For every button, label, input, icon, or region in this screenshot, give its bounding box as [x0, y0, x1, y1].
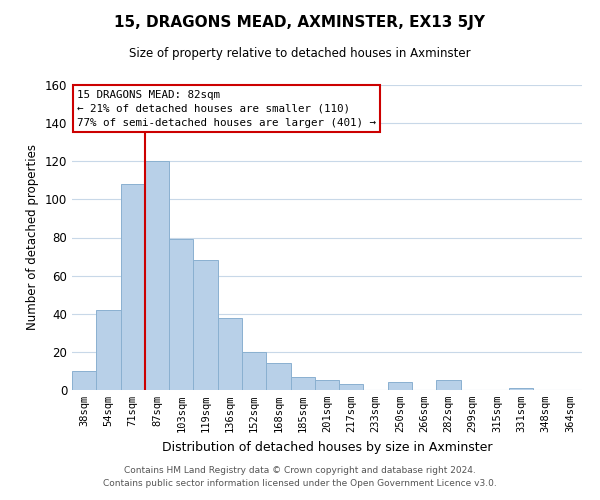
Bar [72, 371, 96, 390]
Bar [121, 184, 145, 390]
Text: Contains HM Land Registry data © Crown copyright and database right 2024.
Contai: Contains HM Land Registry data © Crown c… [103, 466, 497, 487]
Bar [266, 364, 290, 390]
Bar [388, 382, 412, 390]
Text: 15, DRAGONS MEAD, AXMINSTER, EX13 5JY: 15, DRAGONS MEAD, AXMINSTER, EX13 5JY [115, 15, 485, 30]
Y-axis label: Number of detached properties: Number of detached properties [26, 144, 39, 330]
Bar [145, 161, 169, 390]
Bar [315, 380, 339, 390]
Bar [193, 260, 218, 390]
Bar [509, 388, 533, 390]
X-axis label: Distribution of detached houses by size in Axminster: Distribution of detached houses by size … [162, 440, 492, 454]
Bar [96, 310, 121, 390]
Bar [290, 376, 315, 390]
Text: Size of property relative to detached houses in Axminster: Size of property relative to detached ho… [129, 48, 471, 60]
Bar [169, 240, 193, 390]
Bar [218, 318, 242, 390]
Bar [242, 352, 266, 390]
Text: 15 DRAGONS MEAD: 82sqm
← 21% of detached houses are smaller (110)
77% of semi-de: 15 DRAGONS MEAD: 82sqm ← 21% of detached… [77, 90, 376, 128]
Bar [339, 384, 364, 390]
Bar [436, 380, 461, 390]
